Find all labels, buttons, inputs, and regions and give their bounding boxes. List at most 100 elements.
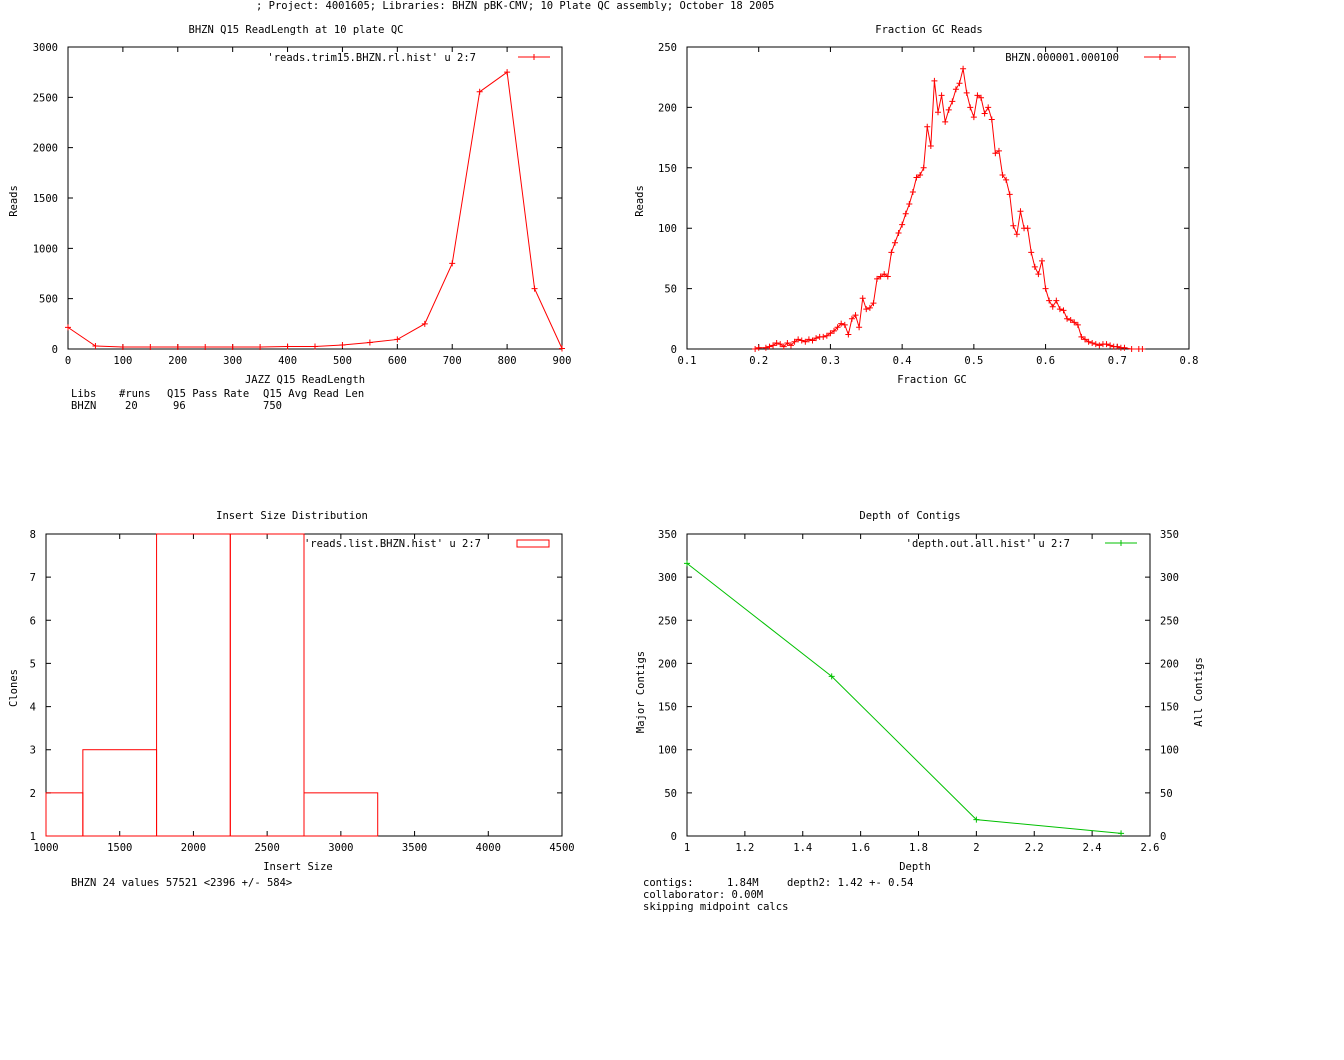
readlength-y-tick-label: 0 — [52, 344, 58, 356]
table-header-libs: Libs — [71, 388, 96, 400]
insertsize-legend-key — [516, 539, 550, 548]
insertsize-ylabel: Clones — [8, 669, 20, 707]
fractiongc-data-point — [834, 324, 841, 331]
fractiongc-data-point — [823, 332, 830, 339]
fractiongc-chart: Fraction GC Reads Fraction GC Reads 0.1 0… — [634, 24, 1198, 386]
readlength-stats-table: Libs #runs Q15 Pass Rate Q15 Avg Read Le… — [71, 388, 364, 412]
fractiongc-data-point — [891, 239, 898, 246]
insertsize-y-tick-label: 8 — [30, 529, 36, 541]
insertsize-x-tick-label: 3500 — [402, 842, 427, 854]
fractiongc-data-point — [1092, 341, 1099, 348]
table-cell-avg-len: 750 — [263, 400, 282, 412]
insertsize-legend-label: 'reads.list.BHZN.hist' u 2:7 — [304, 538, 481, 550]
fractiongc-data-point — [791, 338, 798, 345]
readlength-data-point — [229, 343, 236, 350]
depth-y2label: All Contigs — [1193, 657, 1205, 727]
readlength-data-point — [257, 343, 264, 350]
fractiongc-data-point — [1064, 315, 1071, 322]
fractiongc-data-point — [1024, 225, 1031, 232]
fractiongc-data-point — [970, 114, 977, 121]
fractiongc-y-tick-label: 0 — [671, 344, 677, 356]
depth-data-point — [973, 816, 980, 823]
fractiongc-data-point — [974, 92, 981, 99]
fractiongc-data-point — [1003, 176, 1010, 183]
depth-data-point — [684, 560, 690, 567]
fractiongc-data-point — [999, 172, 1006, 179]
fractiongc-data-point — [967, 104, 974, 111]
fractiongc-data-point — [945, 106, 952, 113]
fractiongc-data-point — [845, 331, 852, 338]
readlength-x-tick-label: 700 — [443, 355, 462, 367]
fractiongc-data-point — [848, 315, 855, 322]
fractiongc-data-point — [1096, 342, 1103, 349]
insertsize-bar — [45, 792, 84, 837]
fractiongc-x-tick-label: 0.3 — [821, 355, 840, 367]
depth-y2-tick-label: 100 — [1160, 745, 1179, 757]
fractiongc-data-point — [888, 249, 895, 256]
fractiongc-x-tick-label: 0.8 — [1180, 355, 1199, 367]
readlength-y-tick-label: 3000 — [33, 42, 58, 54]
fractiongc-data-point — [931, 77, 938, 84]
depth-y2-tick-label: 150 — [1160, 702, 1179, 714]
fractiongc-data-point — [859, 295, 866, 302]
readlength-x-tick-label: 600 — [388, 355, 407, 367]
fractiongc-data-point — [777, 341, 784, 348]
fractiongc-data-point — [913, 174, 920, 181]
depth-y-tick-label: 50 — [664, 788, 677, 800]
fractiongc-data-point — [813, 335, 820, 342]
fractiongc-title: Fraction GC Reads — [875, 24, 982, 36]
fractiongc-data-point — [877, 273, 884, 280]
insertsize-x-tick-label: 2000 — [181, 842, 206, 854]
fractiongc-data-point — [1013, 231, 1020, 238]
insertsize-bar — [303, 792, 379, 837]
fractiongc-data-point — [1071, 319, 1078, 326]
fractiongc-y-tick-label: 150 — [658, 163, 677, 175]
depth-x-tick-label: 1.2 — [735, 842, 754, 854]
readlength-data-point — [202, 343, 209, 350]
fractiongc-data-point — [1042, 285, 1049, 292]
readlength-x-tick-label: 900 — [553, 355, 572, 367]
fractiongc-data-point — [920, 164, 927, 171]
fractiongc-data-point — [770, 342, 777, 349]
insertsize-y-tick-label: 7 — [30, 572, 36, 584]
readlength-data-point — [504, 69, 511, 76]
fractiongc-y-tick-label: 100 — [658, 223, 677, 235]
readlength-data-point — [65, 324, 71, 331]
insertsize-y-tick-label: 4 — [30, 702, 36, 714]
insertsize-bar — [229, 533, 305, 837]
readlength-x-tick-label: 500 — [333, 355, 352, 367]
fractiongc-data-point — [838, 320, 845, 327]
readlength-data-point — [559, 345, 565, 352]
fractiongc-data-point — [856, 324, 863, 331]
fractiongc-data-point — [956, 80, 963, 87]
readlength-x-tick-label: 0 — [65, 355, 71, 367]
depth-x-tick-label: 2.6 — [1141, 842, 1160, 854]
depth-x-tick-label: 1.6 — [851, 842, 870, 854]
depth-y2-tick-label: 200 — [1160, 658, 1179, 670]
readlength-data-point — [449, 260, 456, 267]
fractiongc-x-tick-label: 0.6 — [1036, 355, 1055, 367]
fractiongc-plot-frame — [686, 46, 1190, 350]
fractiongc-data-point — [784, 339, 791, 346]
fractiongc-data-point — [1067, 317, 1074, 324]
fractiongc-ylabel: Reads — [634, 185, 646, 217]
fractiongc-data-point — [1107, 342, 1114, 349]
depth-data-point — [828, 673, 835, 680]
depth-x-tick-label: 2 — [973, 842, 979, 854]
readlength-data-point — [531, 285, 538, 292]
fractiongc-data-point — [1049, 303, 1056, 310]
fractiongc-data-point — [1046, 297, 1053, 304]
fractiongc-data-point — [902, 210, 909, 217]
insertsize-title: Insert Size Distribution — [216, 510, 368, 522]
fractiongc-data-point — [1038, 257, 1045, 264]
fractiongc-data-point — [906, 201, 913, 208]
readlength-legend-marker — [531, 54, 537, 60]
depth-y2-tick-label: 300 — [1160, 572, 1179, 584]
readlength-data-point — [92, 342, 99, 349]
readlength-y-tick-label: 500 — [39, 294, 58, 306]
insertsize-x-tick-label: 4000 — [476, 842, 501, 854]
fractiongc-data-point — [1114, 343, 1121, 350]
fractiongc-data-point — [1031, 263, 1038, 270]
fractiongc-data-point — [917, 172, 924, 179]
depth-y2-tick-label: 0 — [1160, 831, 1166, 843]
